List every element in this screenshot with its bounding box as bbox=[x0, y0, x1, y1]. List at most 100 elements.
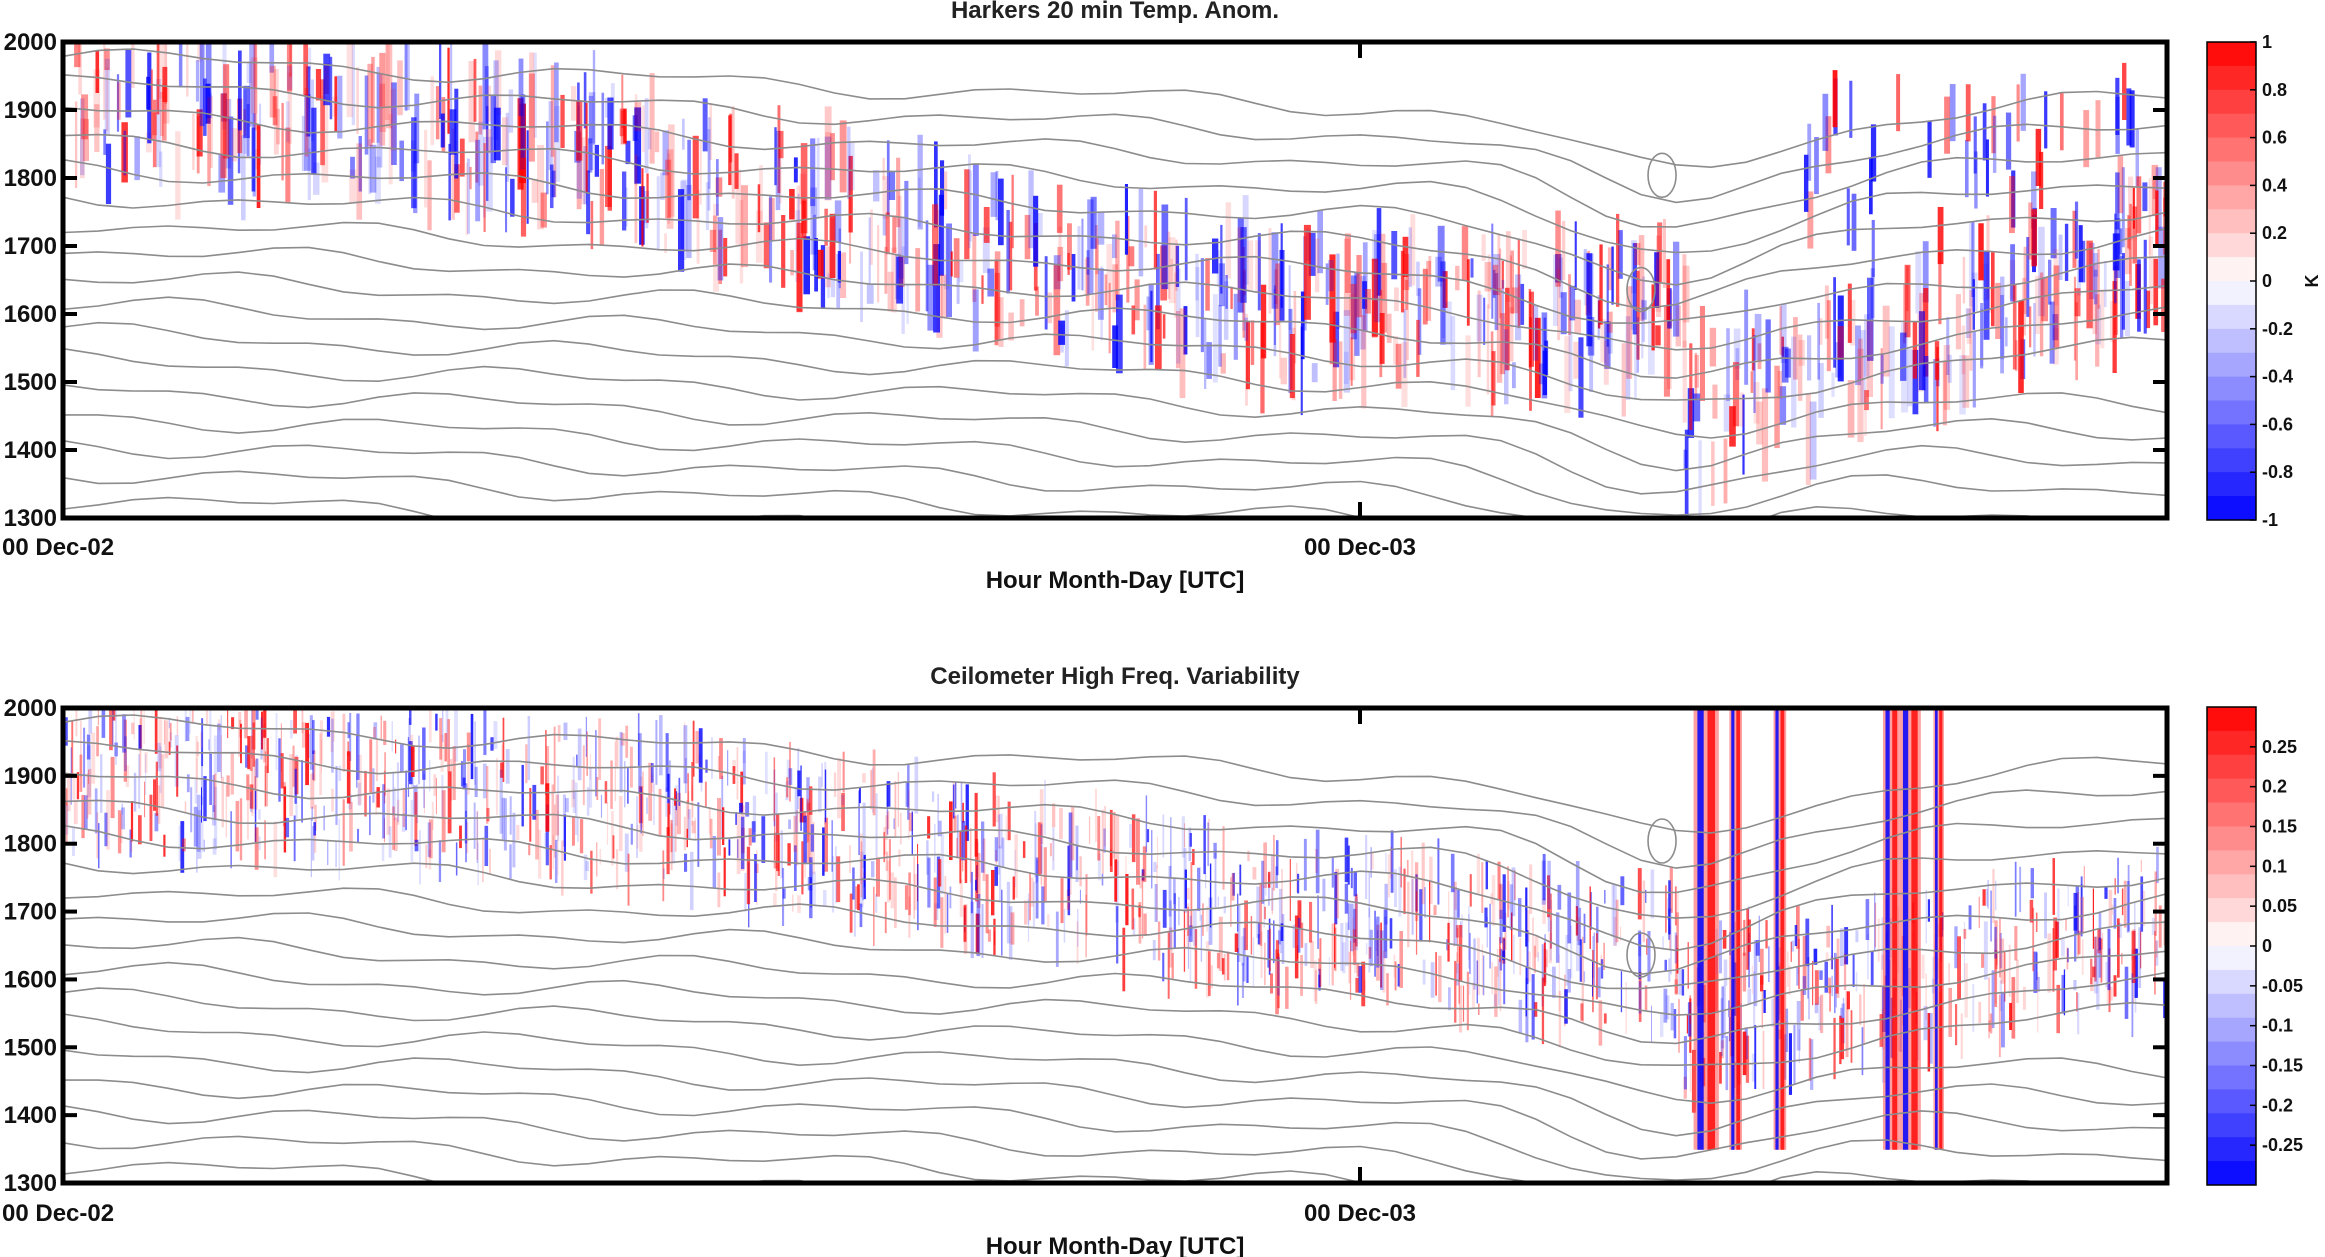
contour-line bbox=[63, 296, 2167, 401]
contour-line bbox=[63, 221, 2167, 325]
contour-line bbox=[63, 439, 2167, 518]
contour-line bbox=[63, 772, 2167, 894]
contour-line bbox=[63, 414, 2167, 516]
colorbar-tick-label: -0.2 bbox=[2262, 1095, 2293, 1115]
colorbar-segment bbox=[2207, 281, 2256, 306]
colorbar-segment bbox=[2207, 65, 2256, 91]
y-tick-label: 1600 bbox=[4, 301, 57, 328]
colorbar-tick-label: -0.1 bbox=[2262, 1016, 2293, 1036]
x-tick-label: 00 Dec-03 bbox=[1304, 1200, 1416, 1227]
colorbar-segment bbox=[2207, 472, 2256, 497]
contour-line bbox=[63, 271, 2167, 379]
colorbar-segment bbox=[2207, 352, 2256, 378]
colorbar: 0.25 0.2 0.15 0.1 0.05 0 -0.05 -0.1 -0.15 -0.2 -0.… bbox=[2206, 706, 2303, 1186]
y-tick-label: 1400 bbox=[4, 1102, 57, 1129]
colorbar-tick-label: -0.05 bbox=[2262, 976, 2303, 996]
contour-loop bbox=[1647, 152, 1677, 199]
y-tick-label: 2000 bbox=[4, 695, 57, 722]
contour-line bbox=[63, 1049, 2167, 1160]
y-tick-label: 1600 bbox=[4, 966, 57, 993]
contour-line bbox=[63, 1135, 1366, 1183]
y-tick-label: 1800 bbox=[4, 165, 57, 192]
plot-area bbox=[63, 708, 2167, 1183]
x-tick-label: 00 Dec-03 bbox=[1304, 534, 1416, 561]
plot-frame bbox=[60, 39, 2170, 521]
y-tick-label: 1900 bbox=[4, 763, 57, 790]
colorbar-segment bbox=[2207, 826, 2256, 851]
colorbar-tick-label: 1 bbox=[2262, 32, 2272, 52]
colorbar-tick-label: -0.6 bbox=[2262, 414, 2293, 434]
contour-line bbox=[63, 739, 2167, 869]
panel-1: Harkers 20 min Temp. Anom. 1300 1400 1500 16… bbox=[2, 0, 2322, 594]
contour-line bbox=[63, 862, 2167, 976]
colorbar-segment bbox=[2207, 1089, 2256, 1114]
contour-line bbox=[63, 246, 2167, 351]
contour-line bbox=[63, 133, 2167, 254]
contour-loop bbox=[1626, 266, 1656, 313]
contour-line bbox=[63, 496, 820, 518]
isotherm-contours bbox=[63, 714, 2167, 1183]
colorbar-segment bbox=[2207, 874, 2256, 899]
colorbar-tick-label: 0.4 bbox=[2262, 175, 2287, 195]
colorbar-segment bbox=[2207, 448, 2256, 473]
colorbar-segment bbox=[2207, 802, 2256, 827]
colorbar-segment bbox=[2207, 707, 2256, 732]
colorbar-segment bbox=[2207, 424, 2256, 449]
contour-line bbox=[63, 48, 2167, 169]
colorbar-segment bbox=[2207, 1161, 2256, 1186]
contour-line bbox=[63, 74, 2167, 204]
y-tick-label: 2000 bbox=[4, 29, 57, 56]
colorbar-segment bbox=[2207, 754, 2256, 780]
contour-line bbox=[63, 824, 2167, 952]
y-tick-label: 1300 bbox=[4, 1170, 57, 1197]
colorbar-tick-label: 0.8 bbox=[2262, 80, 2287, 100]
colorbar-segment bbox=[2207, 993, 2256, 1019]
colorbar-tick-label: -0.15 bbox=[2262, 1056, 2303, 1076]
colorbar-label: K bbox=[2302, 275, 2322, 288]
colorbar-tick-label: 0 bbox=[2262, 271, 2272, 291]
colorbar-segment bbox=[2207, 42, 2256, 67]
colorbar-tick-label: -0.8 bbox=[2262, 462, 2293, 482]
colorbar-segment bbox=[2207, 185, 2256, 210]
contour-line bbox=[63, 714, 2167, 834]
colorbar-segment bbox=[2207, 1137, 2256, 1162]
x-axis-label: Hour Month-Day [UTC] bbox=[986, 567, 1245, 594]
contour-line bbox=[63, 987, 2167, 1105]
colorbar-tick-label: 0.1 bbox=[2262, 856, 2287, 876]
colorbar-segment bbox=[2207, 969, 2256, 995]
x-axis-label: Hour Month-Day [UTC] bbox=[986, 1233, 1245, 1257]
colorbar-segment bbox=[2207, 233, 2256, 258]
contour-line bbox=[63, 912, 2167, 1016]
colorbar-segment bbox=[2207, 946, 2256, 971]
y-tick-label: 1500 bbox=[4, 369, 57, 396]
contour-line bbox=[63, 799, 2167, 919]
colorbar-tick-label: 0.05 bbox=[2262, 896, 2297, 916]
colorbar-tick-label: -0.2 bbox=[2262, 319, 2293, 339]
colorbar-segment bbox=[2207, 137, 2256, 162]
colorbar-segment bbox=[2207, 400, 2256, 425]
plot-frame bbox=[60, 705, 2170, 1186]
x-tick-label: 00 Dec-02 bbox=[2, 534, 114, 561]
colorbar: 1 0.8 0.6 0.4 0.2 0 -0.2 -0.4 -0.6 -0.8 -1 K bbox=[2206, 32, 2322, 530]
contour-line bbox=[63, 1013, 2167, 1137]
colorbar-segment bbox=[2207, 496, 2256, 521]
colorbar-segment bbox=[2207, 922, 2256, 947]
y-tick-label: 1900 bbox=[4, 97, 57, 124]
contour-line bbox=[63, 936, 2167, 1045]
colorbar-tick-label: 0.2 bbox=[2262, 777, 2287, 797]
x-tick-label: 00 Dec-02 bbox=[2, 1200, 114, 1227]
contour-line bbox=[63, 1105, 2167, 1183]
colorbar-tick-label: -0.25 bbox=[2262, 1135, 2303, 1155]
colorbar-segment bbox=[2207, 89, 2256, 115]
y-tick-label: 1700 bbox=[4, 233, 57, 260]
contour-line bbox=[63, 106, 2167, 228]
colorbar-segment bbox=[2207, 209, 2256, 234]
colorbar-segment bbox=[2207, 850, 2256, 875]
colorbar-segment bbox=[2207, 113, 2256, 139]
contour-line bbox=[63, 158, 2167, 286]
contour-line bbox=[63, 384, 2167, 495]
contour-line bbox=[63, 887, 2167, 990]
colorbar-segment bbox=[2207, 328, 2256, 354]
chart-title: Ceilometer High Freq. Variability bbox=[930, 663, 1300, 690]
